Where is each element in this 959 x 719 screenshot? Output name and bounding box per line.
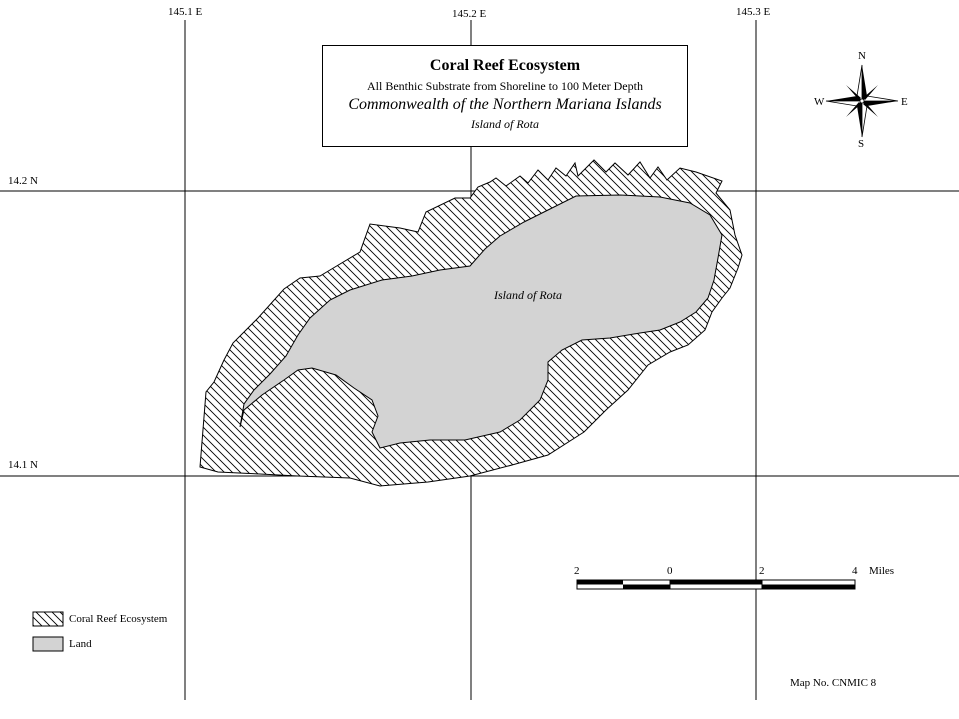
legend-swatch-coral-reef <box>32 611 64 627</box>
map-island-name: Island of Rota <box>471 117 539 131</box>
map-subtitle: All Benthic Substrate from Shoreline to … <box>367 79 643 93</box>
scale-bar <box>576 579 856 590</box>
map-region: Commonwealth of the Northern Mariana Isl… <box>348 96 662 113</box>
compass-east-label: E <box>901 96 908 108</box>
compass-rose-icon <box>825 64 899 138</box>
latitude-label-14-1: 14.1 N <box>8 459 38 471</box>
scale-unit-label: Miles <box>869 565 895 577</box>
land-area <box>239 194 723 449</box>
map-number: Map No. CNMIC 8 <box>790 677 877 689</box>
island-label: Island of Rota <box>494 288 562 302</box>
longitude-label-145-3: 145.3 E <box>736 6 771 18</box>
map-title-box: Coral Reef Ecosystem All Benthic Substra… <box>322 45 688 147</box>
longitude-label-145-2: 145.2 E <box>452 8 487 20</box>
legend-label-coral-reef: Coral Reef Ecosystem <box>69 613 168 625</box>
scale-tick-label-2-left: 2 <box>574 565 580 577</box>
compass-west-label: W <box>814 96 825 108</box>
legend-label-land: Land <box>69 638 92 650</box>
legend-swatch-land <box>32 636 64 652</box>
scale-tick-label-2-right: 2 <box>759 565 765 577</box>
map-title: Coral Reef Ecosystem <box>429 57 581 74</box>
compass-south-label: S <box>858 138 865 150</box>
scale-tick-label-4: 4 <box>852 565 858 577</box>
compass-north-label: N <box>858 50 866 62</box>
latitude-label-14-2: 14.2 N <box>8 175 38 187</box>
longitude-label-145-1: 145.1 E <box>168 6 203 18</box>
scale-tick-label-0: 0 <box>667 565 673 577</box>
